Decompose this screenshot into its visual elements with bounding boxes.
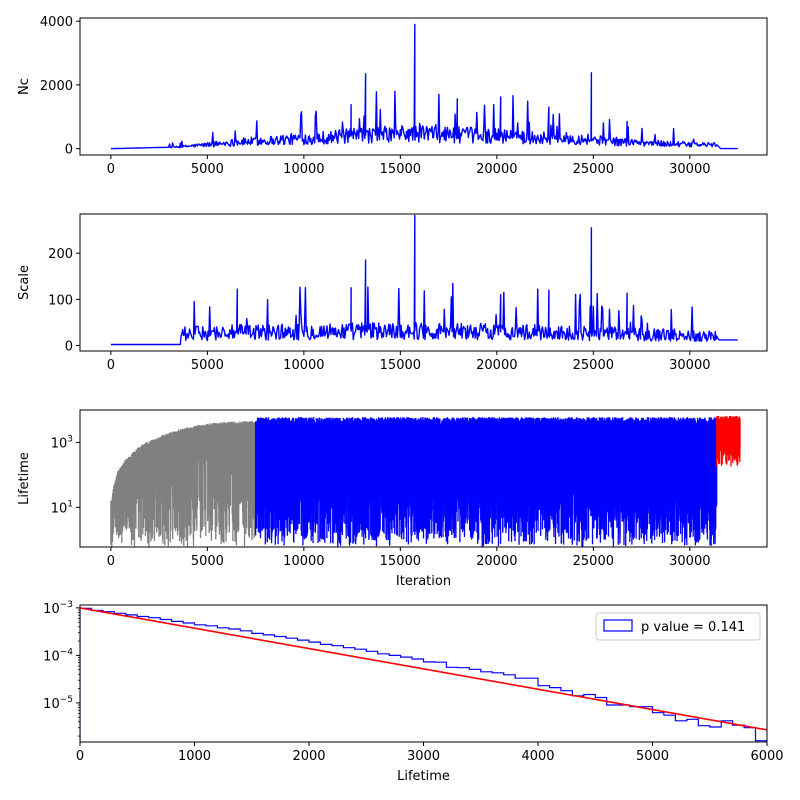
- x-tick-label: 25000: [573, 554, 614, 569]
- fit-line: [80, 607, 767, 731]
- x-tick-label: 3000: [407, 749, 440, 764]
- x-tick-label: 25000: [573, 162, 614, 177]
- x-tick-label: 1000: [178, 749, 211, 764]
- x-tick-label: 30000: [669, 162, 710, 177]
- x-tick-label: 6000: [750, 749, 783, 764]
- series-line: [110, 214, 738, 346]
- x-axis-label: Iteration: [396, 574, 451, 589]
- x-tick-label: 20000: [476, 358, 517, 373]
- y-tick-label: 10−3: [43, 600, 73, 617]
- x-tick-label: 25000: [573, 358, 614, 373]
- legend-box: [595, 612, 761, 641]
- axes-frame: [79, 409, 768, 548]
- y-tick-label: 103: [51, 434, 73, 451]
- x-tick-label: 4000: [521, 749, 554, 764]
- plot-area: [110, 214, 738, 346]
- x-tick-label: 5000: [191, 554, 224, 569]
- y-tick-label: 100: [48, 293, 73, 308]
- y-tick-label: 0: [65, 339, 73, 354]
- x-tick-label: 15000: [380, 554, 421, 569]
- lifetime-series-2: [716, 415, 741, 467]
- x-tick-label: 5000: [191, 358, 224, 373]
- x-tick-label: 5000: [636, 749, 669, 764]
- plot-area: [110, 415, 741, 547]
- x-tick-label: 10000: [283, 554, 324, 569]
- y-tick-label: 4000: [40, 15, 73, 30]
- histogram-bins: [80, 607, 767, 742]
- y-tick-label: 101: [51, 499, 73, 516]
- x-tick-label: 15000: [380, 162, 421, 177]
- y-axis-label: Lifetime: [17, 452, 32, 505]
- x-tick-label: 10000: [283, 162, 324, 177]
- x-tick-label: 20000: [476, 162, 517, 177]
- x-tick-label: 0: [107, 358, 115, 373]
- plot-area: [110, 23, 738, 150]
- lifetime-histogram-panel: 0 1000 2000 3000 4000 5000 6000 10−5 10−4 10−3 Lif…: [43, 600, 783, 784]
- lifetime-series-0: [110, 420, 257, 547]
- y-tick-label: 10−5: [43, 695, 73, 712]
- legend-label: p value = 0.141: [641, 620, 745, 635]
- x-tick-label: 30000: [669, 358, 710, 373]
- series-line: [110, 23, 738, 150]
- axes-frame: [79, 213, 768, 352]
- lifetime-series-1: [254, 417, 718, 547]
- nc-panel: 0 5000 10000 15000 20000 25000 30000 0 2000 4000 N…: [17, 15, 768, 177]
- x-tick-label: 15000: [380, 358, 421, 373]
- y-axis-label: Scale: [17, 265, 32, 300]
- x-tick-label: 0: [107, 554, 115, 569]
- x-tick-label: 10000: [283, 358, 324, 373]
- y-tick-label: 200: [48, 247, 73, 262]
- y-tick-label: 2000: [40, 79, 73, 94]
- x-tick-label: 20000: [476, 554, 517, 569]
- lifetime-iteration-panel: 0 5000 10000 15000 20000 25000 30000 101 103 Life…: [17, 409, 768, 589]
- x-axis-label: Lifetime: [397, 769, 450, 784]
- legend: p value = 0.141: [595, 612, 761, 641]
- x-tick-label: 2000: [292, 749, 325, 764]
- x-tick-label: 0: [107, 162, 115, 177]
- y-tick-label: 10−4: [43, 647, 73, 664]
- legend-swatch: [603, 619, 633, 632]
- x-tick-label: 30000: [669, 554, 710, 569]
- x-tick-label: 5000: [191, 162, 224, 177]
- x-tick-label: 0: [76, 749, 84, 764]
- y-axis-label: Nc: [17, 78, 32, 95]
- y-tick-label: 0: [65, 143, 73, 158]
- plot-area: [80, 607, 767, 742]
- axes-frame: [79, 17, 768, 156]
- scale-panel: 0 5000 10000 15000 20000 25000 30000 0 100 200 Sca…: [17, 213, 768, 373]
